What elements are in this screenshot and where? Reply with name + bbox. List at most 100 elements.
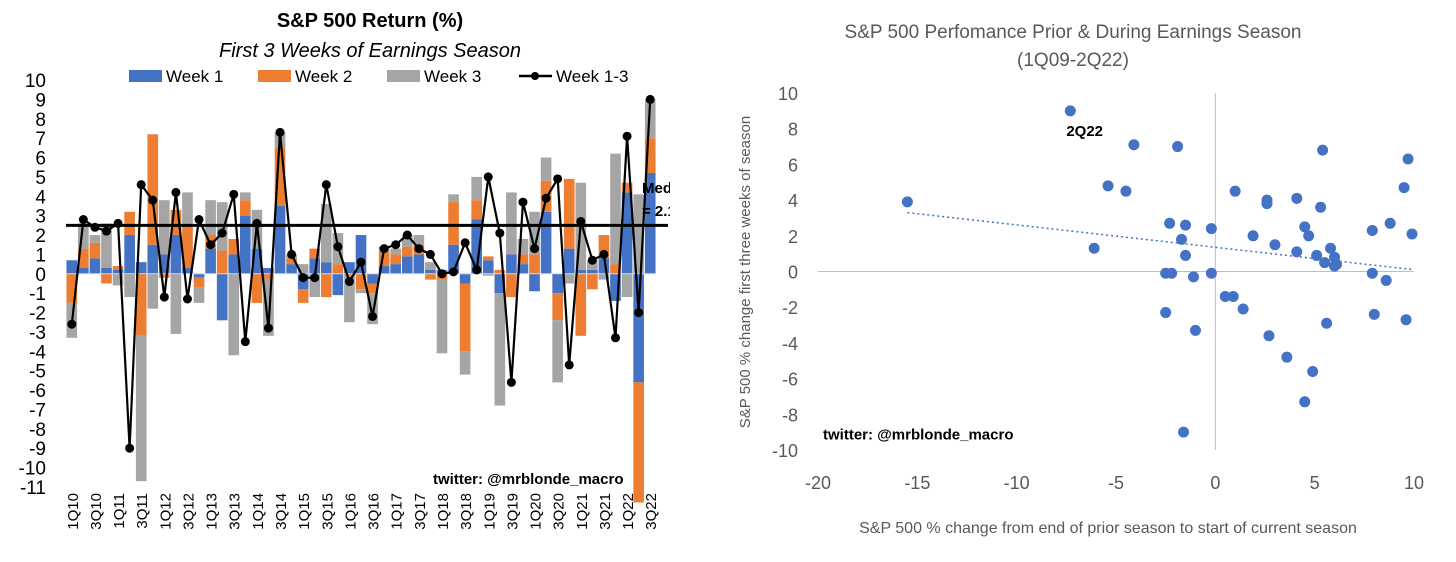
bar-week2 (239, 200, 251, 216)
scatter-point (1366, 224, 1378, 236)
scatter-point (1172, 141, 1184, 153)
left-x-tick-label: 3Q16 (366, 493, 383, 530)
bar-week1 (216, 273, 228, 321)
left-x-tick-label: 1Q15 (296, 493, 313, 530)
week1-3-marker (437, 269, 447, 279)
week1-3-marker (101, 226, 111, 236)
bar-week1 (239, 215, 251, 274)
scatter-point (1380, 274, 1392, 286)
week1-3-marker (541, 193, 551, 203)
week1-3-marker (275, 127, 285, 137)
right-y-tick-label: -4 (782, 334, 798, 354)
left-x-tick-label: 1Q21 (574, 493, 591, 530)
bar-week1 (413, 254, 425, 274)
left-x-tick-label: 3Q18 (458, 493, 475, 530)
left-x-tick-label: 1Q22 (620, 493, 637, 530)
left-x-axis-ticks: 1Q10 3Q10 1Q11 3Q11 1Q12 3Q12 1Q13 3Q13 1Q14 3Q14… (65, 493, 660, 530)
right-y-tick-label: 8 (788, 120, 798, 140)
week1-3-marker (240, 337, 250, 347)
bar-week2 (401, 246, 413, 257)
week1-3-marker (472, 265, 482, 275)
scatter-point (1176, 233, 1188, 245)
left-x-tick-label: 3Q22 (643, 493, 660, 530)
bar-week3 (610, 153, 621, 265)
bar-week1 (552, 273, 563, 294)
bar-week1 (529, 273, 540, 292)
bar-week3 (390, 248, 402, 255)
bar-week1 (193, 273, 205, 278)
left-x-tick-label: 3Q17 (412, 493, 429, 530)
scatter-point (1102, 180, 1114, 192)
week1-3-marker (298, 273, 308, 283)
bar-week3 (471, 176, 483, 201)
scatter-point (1064, 105, 1076, 117)
left-y-tick-label: 3 (35, 207, 46, 228)
week1-3-marker (252, 218, 262, 228)
bar-week3 (170, 273, 182, 334)
bar-week2 (587, 273, 598, 290)
left-y-tick-label: 9 (35, 90, 46, 111)
week1-3-marker (78, 215, 88, 225)
bar-week1 (205, 248, 216, 274)
week1-3-marker (506, 377, 516, 387)
left-x-tick-label: 1Q10 (65, 493, 82, 530)
bar-week3 (101, 223, 112, 268)
bar-week3 (89, 235, 101, 243)
bar-week2 (563, 178, 575, 249)
bar-week1 (621, 192, 633, 274)
bar-week3 (112, 273, 124, 286)
bar-week1 (228, 254, 240, 274)
bar-week3 (482, 273, 494, 276)
scatter-point (1317, 144, 1329, 156)
bar-week3 (517, 238, 529, 255)
left-y-tick-label: -5 (29, 362, 46, 383)
week1-3-marker (287, 249, 297, 259)
left-chart-title: S&P 500 Return (%) (276, 10, 464, 32)
bar-week1 (390, 264, 402, 274)
right-y-axis-ticks: 10 8 6 4 2 0 -2 -4 -6 -8 -10 (772, 84, 798, 461)
scatter-point (1303, 230, 1315, 242)
week1-3-marker (425, 249, 435, 259)
bar-week2 (263, 273, 274, 280)
week1-3-marker (206, 240, 216, 250)
left-x-tick-label: 1Q19 (481, 493, 498, 530)
scatter-point (1164, 217, 1176, 229)
left-x-tick-label: 1Q18 (435, 493, 452, 530)
bar-week2 (517, 254, 529, 265)
bar-week1 (378, 266, 390, 274)
left-x-tick-label: 1Q16 (342, 493, 359, 530)
bar-week2 (135, 273, 147, 336)
left-chart-subtitle: First 3 Weeks of Earnings Season (219, 40, 521, 62)
scatter-point (1166, 267, 1178, 279)
week1-3-marker (67, 319, 77, 329)
right-x-tick-label: -5 (1108, 473, 1124, 493)
bar-week3 (413, 235, 425, 245)
left-y-tick-label: -6 (29, 381, 46, 402)
legend-label-week3: Week 3 (424, 67, 481, 86)
legend-swatch-week3 (387, 70, 420, 82)
bar-week3 (448, 194, 459, 203)
right-y-tick-label: 10 (778, 84, 798, 104)
left-x-tick-label: 3Q12 (180, 493, 197, 530)
right-y-tick-label: 4 (788, 191, 798, 211)
scatter-point (1321, 317, 1333, 329)
bar-week1 (506, 254, 517, 274)
left-x-tick-label: 3Q15 (319, 493, 336, 530)
week1-3-line (67, 94, 655, 453)
scatter-point (1307, 365, 1319, 377)
bar-week2 (170, 209, 182, 236)
left-x-tick-label: 3Q11 (134, 493, 151, 529)
bar-week2 (332, 264, 344, 274)
scatter-point (1398, 182, 1410, 194)
left-y-tick-label: 5 (35, 168, 46, 189)
left-y-tick-label: -8 (29, 420, 46, 441)
bar-week2 (390, 254, 402, 265)
week1-3-marker (611, 333, 621, 343)
week1-3-marker (587, 255, 597, 265)
week1-3-marker (229, 189, 239, 199)
bar-week1 (482, 260, 494, 274)
right-y-tick-label: 2 (788, 227, 798, 247)
bar-week1 (124, 235, 135, 274)
scatter-point (1384, 217, 1396, 229)
right-x-axis-label: S&P 500 % change from end of prior seaso… (859, 520, 1357, 537)
